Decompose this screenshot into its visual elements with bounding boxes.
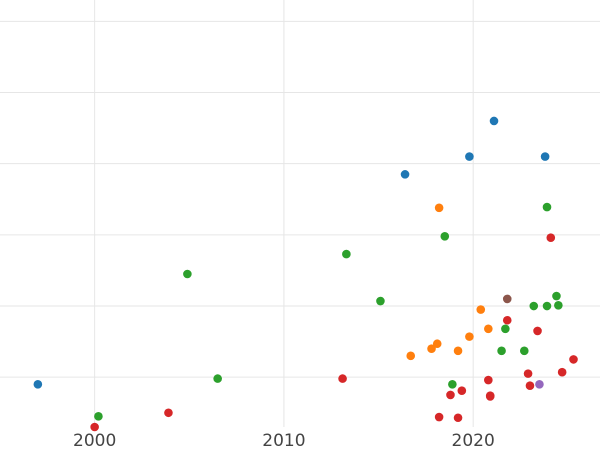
data-point-s3-6 [457, 386, 467, 396]
grid-lines [0, 0, 600, 427]
data-point-s3-7 [484, 375, 493, 385]
x-tick-label: 2000 [73, 431, 116, 450]
data-point-s3-14 [546, 233, 556, 242]
data-point-s0-0 [33, 380, 43, 389]
data-point-s2-13 [552, 291, 561, 301]
data-point-s3-1 [164, 408, 173, 418]
data-point-s1-6 [484, 324, 493, 334]
data-point-s3-15 [557, 367, 567, 377]
data-point-s1-5 [476, 305, 486, 314]
data-point-s1-1 [427, 344, 436, 354]
data-point-s3-11 [523, 369, 533, 378]
data-point-s1-4 [465, 332, 474, 341]
data-point-s2-2 [213, 374, 222, 383]
x-axis-ticks: 2000 2010 2020 [73, 431, 495, 450]
data-point-s3-3 [434, 412, 444, 422]
data-point-s0-1 [400, 170, 410, 179]
data-point-s2-7 [497, 346, 506, 356]
data-point-s3-9 [485, 392, 495, 401]
data-point-s1-2 [432, 339, 442, 349]
data-points [33, 116, 578, 432]
data-point-s2-14 [554, 301, 563, 310]
data-point-s3-2 [338, 374, 347, 383]
data-point-s2-9 [519, 346, 529, 356]
data-point-s0-2 [465, 152, 474, 161]
data-point-s2-5 [440, 231, 450, 241]
data-point-s0-4 [540, 152, 550, 161]
x-tick-label: 2020 [452, 431, 495, 450]
data-point-s2-3 [342, 249, 351, 259]
data-point-s3-16 [569, 355, 578, 364]
data-point-s3-10 [502, 315, 512, 325]
data-point-s2-1 [183, 269, 192, 279]
data-point-s2-11 [542, 202, 552, 212]
data-point-s3-12 [525, 381, 535, 391]
data-point-s2-12 [542, 301, 552, 311]
data-point-s2-10 [529, 301, 539, 311]
data-point-s1-3 [453, 346, 463, 356]
data-point-s2-0 [94, 412, 103, 421]
data-point-s1-7 [434, 203, 444, 213]
data-point-s0-3 [489, 116, 499, 126]
data-point-s1-0 [406, 351, 416, 361]
x-tick-label: 2010 [262, 431, 305, 450]
data-point-s5-0 [502, 294, 512, 304]
data-point-s2-8 [501, 324, 510, 334]
data-point-s3-5 [453, 413, 463, 423]
data-point-s3-13 [533, 326, 542, 336]
data-point-s2-4 [376, 296, 385, 306]
data-point-s4-0 [535, 380, 544, 389]
data-point-s3-4 [446, 390, 455, 400]
data-point-s3-0 [90, 422, 99, 432]
data-point-s2-6 [448, 380, 457, 389]
